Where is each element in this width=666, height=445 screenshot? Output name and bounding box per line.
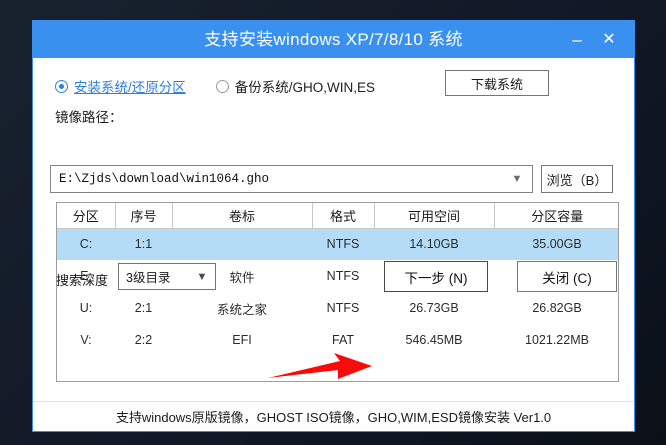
mode-radio-group: 安装系统/还原分区 备份系统/GHO,WIN,ES: [55, 76, 375, 96]
browse-button[interactable]: 浏览（B）: [541, 165, 613, 193]
radio-backup-label: 备份系统/GHO,WIN,ES: [234, 80, 376, 95]
search-depth-select[interactable]: 3级目录 ▼: [118, 263, 216, 290]
cell-format: NTFS: [312, 228, 374, 260]
cell-size: 26.82GB: [532, 301, 582, 315]
cell-index: 2:2: [134, 333, 153, 347]
table-row[interactable]: U: 2:1 系统之家 NTFS 26.73GB 26.82GB: [57, 292, 618, 324]
chevron-down-icon: ▼: [196, 270, 208, 283]
cell-volume: 软件: [229, 270, 255, 285]
radio-mark-icon: [215, 79, 229, 93]
download-system-button[interactable]: 下载系统: [445, 70, 549, 96]
cell-free: 14.10GB: [374, 228, 494, 260]
column-header-volume[interactable]: 卷标: [172, 203, 313, 229]
cell-free: 26.73GB: [409, 301, 459, 315]
window-titlebar: 支持安装windows XP/7/8/10 系统 – ✕: [33, 21, 634, 58]
cell-index: 2:1: [134, 301, 153, 315]
table-row[interactable]: C: 1:1 NTFS 14.10GB 35.00GB: [57, 228, 618, 260]
radio-install-label: 安装系统/还原分区: [74, 80, 186, 95]
column-header-partition[interactable]: 分区: [57, 203, 116, 229]
cell-size: 1021.22MB: [525, 333, 589, 347]
cell-index: 1:1: [115, 228, 172, 260]
cell-format: FAT: [332, 333, 354, 347]
cell-format: NTFS: [326, 301, 360, 315]
window-content: 安装系统/还原分区 备份系统/GHO,WIN,ES 下载系统 镜像路径： E:\…: [33, 58, 634, 431]
installer-window: 支持安装windows XP/7/8/10 系统 – ✕ 安装系统/还原分区 备…: [32, 20, 635, 432]
cell-format: NTFS: [326, 269, 360, 283]
cell-volume: 系统之家: [216, 302, 267, 317]
cell-volume: [172, 228, 312, 260]
radio-backup-system[interactable]: 备份系统/GHO,WIN,ES: [215, 76, 376, 96]
window-title: 支持安装windows XP/7/8/10 系统: [204, 30, 463, 49]
cell-size: 35.00GB: [494, 228, 618, 260]
footer-text: 支持windows原版镜像，GHOST ISO镜像，GHO,WIM,ESD镜像安…: [115, 410, 552, 425]
image-path-combobox[interactable]: E:\Zjds\download\win1064.gho ▼: [50, 165, 533, 193]
column-header-index[interactable]: 序号: [115, 203, 173, 229]
search-depth-label: 搜索深度: [56, 273, 109, 288]
chevron-down-icon[interactable]: ▼: [511, 173, 523, 185]
close-icon[interactable]: ✕: [602, 31, 616, 48]
cell-volume: EFI: [232, 333, 252, 347]
radio-mark-icon: [55, 79, 68, 93]
footer-bar: 支持windows原版镜像，GHOST ISO镜像，GHO,WIM,ESD镜像安…: [33, 401, 634, 431]
minimize-icon[interactable]: –: [572, 30, 582, 49]
table-row[interactable]: V: 2:2 EFI FAT 546.45MB 1021.22MB: [57, 324, 618, 356]
cell-partition: C:: [57, 228, 115, 260]
table-header-row: 分区 序号 卷标 格式 可用空间 分区容量: [57, 203, 618, 229]
radio-install-system[interactable]: 安装系统/还原分区: [55, 76, 186, 96]
cell-free: 546.45MB: [405, 333, 463, 347]
image-path-input[interactable]: E:\Zjds\download\win1064.gho: [59, 172, 270, 186]
cell-partition: E:: [80, 269, 92, 283]
column-header-free[interactable]: 可用空间: [374, 203, 495, 229]
column-header-size[interactable]: 分区容量: [494, 203, 618, 229]
next-step-button[interactable]: 下一步 (N): [384, 261, 488, 292]
image-path-label: 镜像路径：: [55, 110, 123, 125]
partition-table-panel: 分区 序号 卷标 格式 可用空间 分区容量 C: 1:1: [56, 202, 619, 382]
partition-table: 分区 序号 卷标 格式 可用空间 分区容量 C: 1:1: [57, 203, 618, 356]
search-depth-value: 3级目录: [126, 271, 171, 285]
column-header-format[interactable]: 格式: [312, 203, 375, 229]
cell-partition: V:: [80, 333, 92, 347]
close-dialog-button[interactable]: 关闭 (C): [517, 261, 617, 292]
cell-partition: U:: [79, 301, 93, 315]
